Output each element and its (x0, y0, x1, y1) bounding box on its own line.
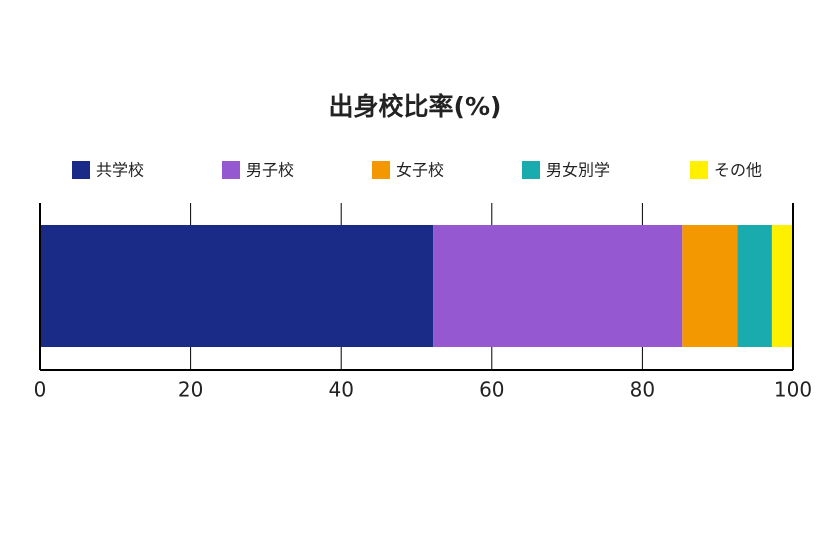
chart-title: 出身校比率(%) (329, 92, 502, 121)
legend-swatch (690, 161, 708, 179)
legend-label: その他 (714, 161, 762, 180)
x-tick-label: 40 (328, 378, 353, 402)
legend-label: 男女別学 (546, 161, 610, 180)
bar-segment (682, 225, 738, 347)
bar-segment (737, 225, 772, 347)
x-tick-label: 60 (479, 378, 504, 402)
bar-segment (40, 225, 434, 347)
legend-swatch (222, 161, 240, 179)
x-tick-label: 20 (178, 378, 203, 402)
legend-swatch (522, 161, 540, 179)
legend-label: 男子校 (246, 161, 294, 180)
legend-swatch (372, 161, 390, 179)
x-tick-label: 100 (774, 378, 812, 402)
x-tick-label: 80 (630, 378, 655, 402)
legend-swatch (72, 161, 90, 179)
bar-segment (771, 225, 793, 347)
x-tick-label: 0 (34, 378, 47, 402)
bar-segment (433, 225, 683, 347)
legend-label: 女子校 (396, 161, 444, 180)
legend-label: 共学校 (96, 161, 144, 180)
